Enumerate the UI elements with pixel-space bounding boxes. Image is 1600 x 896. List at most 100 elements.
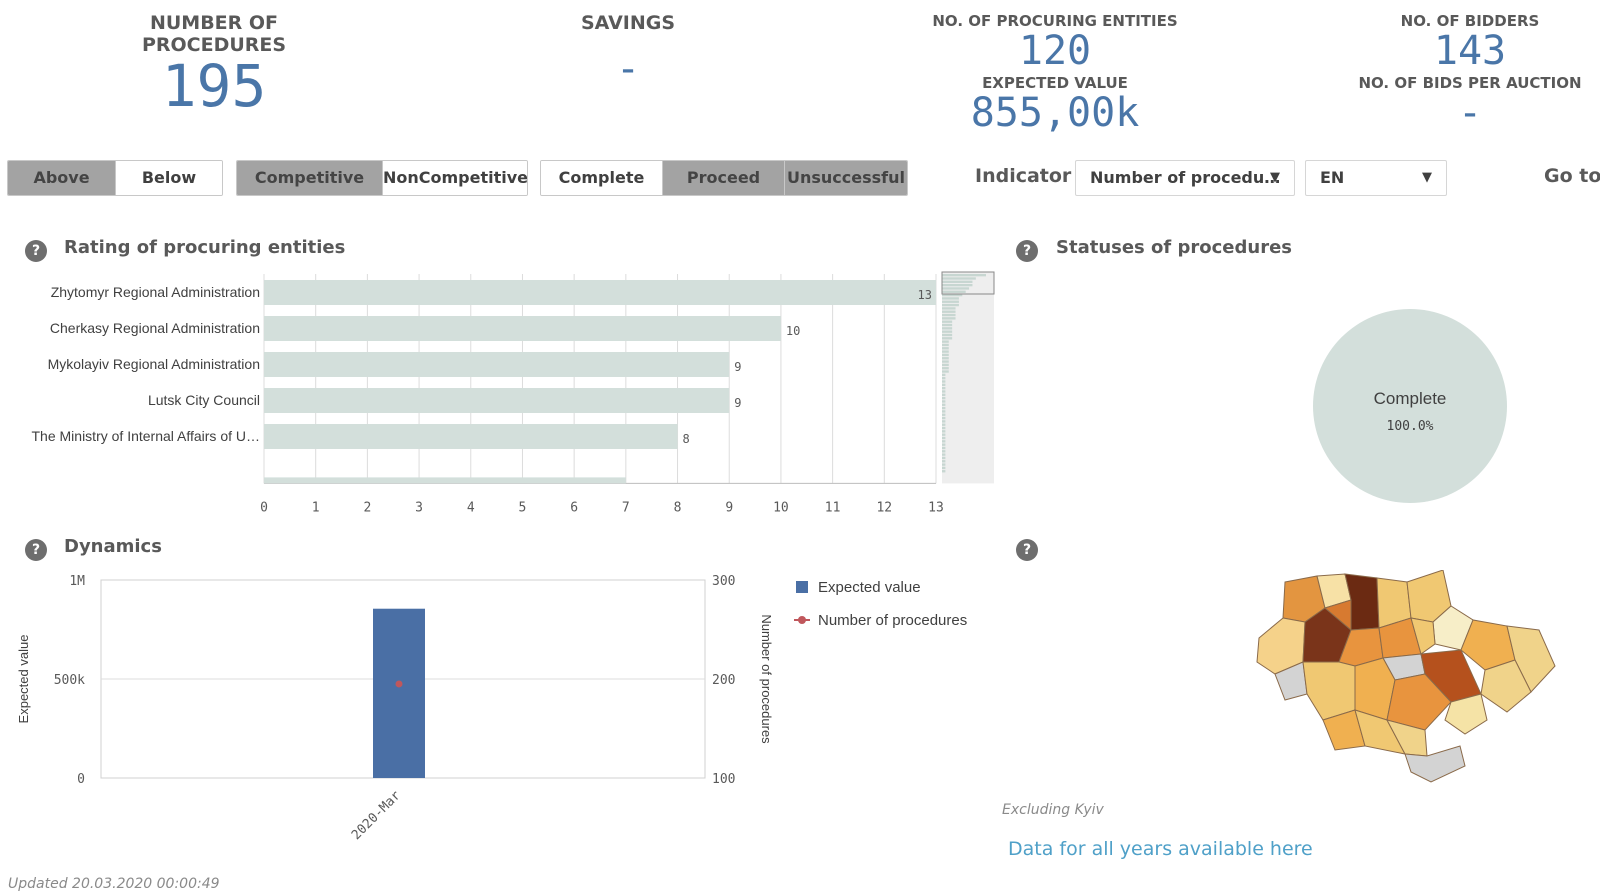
scrollbar-bar	[942, 310, 956, 313]
scrollbar-bar	[942, 436, 946, 440]
scrollbar-bar	[942, 450, 946, 453]
help-icon[interactable]: ?	[25, 240, 47, 262]
scrollbar-bar	[942, 317, 956, 320]
indicator-label: Indicator	[975, 165, 1072, 187]
scrollbar-bar	[942, 330, 953, 333]
scrollbar-bar	[942, 283, 973, 287]
chevron-down-icon: ▼	[1422, 170, 1432, 185]
noncompetitive-button[interactable]: NonCompetitive	[383, 161, 527, 195]
scrollbar-bar	[942, 340, 949, 343]
map-region	[1480, 659, 1532, 713]
bar	[373, 608, 425, 778]
kpi-label: SAVINGS	[580, 12, 676, 34]
updated-timestamp: Updated 20.03.2020 00:00:49	[8, 876, 220, 892]
language-dropdown[interactable]: EN ▼	[1305, 160, 1447, 196]
scrollbar-bar	[942, 396, 946, 400]
x-tick-label: 6	[570, 500, 578, 515]
x-tick-label: 4	[467, 500, 475, 515]
scrollbar-bar	[942, 320, 953, 323]
x-tick-label: 10	[773, 500, 789, 515]
scrollbar-bar	[942, 443, 946, 446]
y-tick-label: 500k	[54, 673, 85, 688]
scrollbar-bar	[942, 403, 946, 406]
unsuccessful-button[interactable]: Unsuccessful	[785, 161, 907, 195]
kpi-savings: SAVINGS -	[528, 12, 728, 104]
x-tick-label: 12	[876, 500, 892, 515]
ukraine-map[interactable]	[1255, 570, 1575, 785]
scrollbar-bar	[942, 337, 953, 340]
scrollbar-bar	[942, 307, 956, 310]
indicator-value: Number of procedu…	[1090, 168, 1281, 187]
help-icon[interactable]: ?	[1016, 240, 1038, 262]
legend-marker	[798, 616, 806, 624]
below-button[interactable]: Below	[116, 161, 222, 195]
kpi-label: NO. OF BIDS PER AUCTION	[1358, 74, 1582, 92]
kpi-bidders: NO. OF BIDDERS 143	[1330, 12, 1600, 72]
y-tick-label: 1M	[69, 574, 85, 589]
scrollbar-bar	[942, 370, 949, 373]
map-region	[1444, 693, 1488, 735]
help-icon[interactable]: ?	[25, 539, 47, 561]
legend-label: Number of procedures	[818, 612, 967, 629]
kpi-bids-per-auction: NO. OF BIDS PER AUCTION -	[1330, 74, 1600, 134]
scrollbar-bar	[942, 373, 946, 377]
legend-label: Expected value	[818, 579, 921, 596]
scrollbar-bar	[942, 466, 946, 470]
kpi-procuring-entities: NO. OF PROCURING ENTITIES 120	[900, 12, 1210, 72]
y2-tick-label: 300	[712, 574, 735, 589]
data-label: 13	[918, 288, 932, 302]
bar	[264, 352, 730, 377]
scrollbar-bar	[942, 456, 946, 460]
y-axis-label: Expected value	[16, 635, 31, 724]
scrollbar-bar	[942, 327, 953, 330]
scrollbar-bar	[942, 277, 976, 280]
indicator-dropdown[interactable]: Number of procedu… ▼	[1075, 160, 1295, 196]
competitive-button[interactable]: Competitive	[237, 161, 383, 195]
scrollbar-bar	[942, 446, 946, 450]
scrollbar-bar	[942, 430, 946, 433]
data-label: 8	[683, 432, 690, 446]
map-region	[1410, 617, 1436, 655]
scrollbar-bar	[942, 413, 946, 416]
complete-button[interactable]: Complete	[541, 161, 663, 195]
help-icon[interactable]: ?	[1016, 539, 1038, 561]
scrollbar-bar	[942, 353, 949, 357]
scrollbar-bar	[942, 426, 946, 430]
category-label: Zhytomyr Regional Administration	[51, 284, 260, 300]
scrollbar-bar	[942, 406, 946, 410]
all-years-link[interactable]: Data for all years available here	[1008, 838, 1313, 860]
x-tick-label: 2	[363, 500, 371, 515]
scrollbar-bar	[942, 393, 946, 396]
map-region	[1506, 625, 1556, 693]
above-button[interactable]: Above	[8, 161, 116, 195]
slice-label: Complete	[1374, 389, 1447, 408]
goto-button[interactable]: Go to	[1544, 165, 1600, 187]
scrollbar-bar	[942, 453, 946, 456]
kpi-label: EXPECTED VALUE	[982, 74, 1128, 92]
excluding-note: Excluding Kyiv	[1002, 802, 1104, 818]
y-tick-label: 0	[77, 772, 85, 787]
scrollbar-bar	[942, 274, 986, 277]
scrollbar-bar	[942, 380, 946, 383]
scrollbar-bar	[942, 323, 953, 327]
scrollbar-thumb	[941, 271, 995, 295]
scrollbar-bar	[942, 390, 946, 393]
bar	[264, 424, 678, 449]
scrollbar-bar	[942, 313, 956, 317]
scrollbar-bar	[942, 416, 946, 420]
map-region	[1302, 661, 1356, 721]
proceed-button[interactable]: Proceed	[663, 161, 785, 195]
scrollbar-bar	[942, 360, 949, 363]
kpi-label: NUMBER OF PROCEDURES	[141, 12, 287, 56]
competitive-filter: Competitive NonCompetitive	[236, 160, 528, 196]
bar	[264, 280, 936, 305]
x-tick-label: 0	[260, 500, 268, 515]
y2-tick-label: 100	[712, 772, 735, 787]
scrollbar-bar	[942, 297, 959, 300]
scrollbar-bar	[942, 293, 963, 297]
dynamics-chart: 0 500k 1M 100 200 300 Expected value Number of …	[16, 574, 967, 840]
map-region	[1323, 599, 1352, 632]
pie-slice	[1313, 309, 1507, 503]
category-label: Lutsk City Council	[148, 392, 260, 408]
